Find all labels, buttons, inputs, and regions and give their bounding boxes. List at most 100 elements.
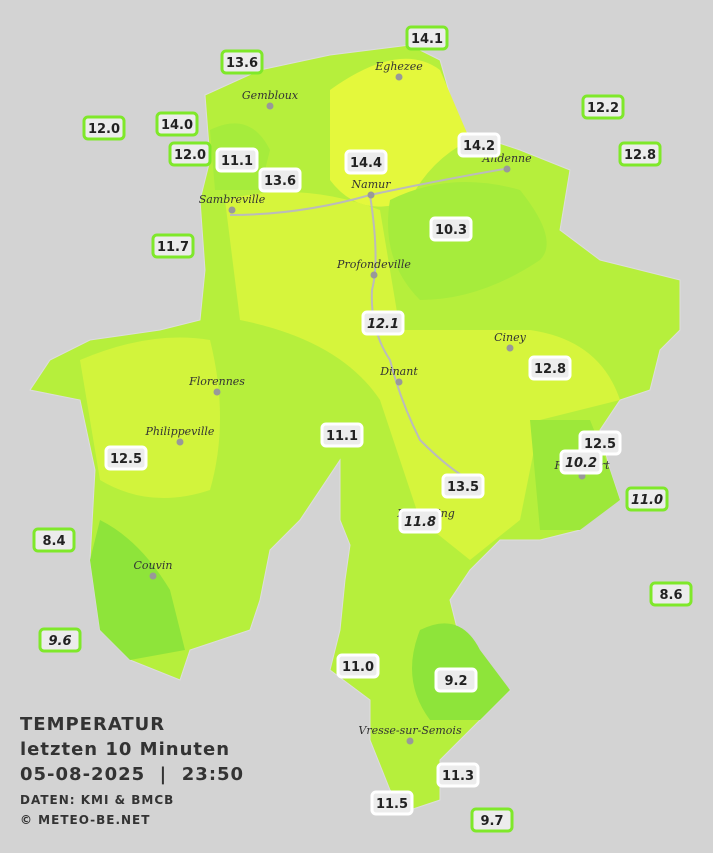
station: 11.7 <box>151 233 195 259</box>
town-name: Eghezee <box>374 60 423 73</box>
warm-zone <box>80 337 220 498</box>
station-box <box>434 667 478 693</box>
station-value: 10.2 <box>565 456 597 471</box>
station-box <box>398 508 442 534</box>
town-name: Philippeville <box>145 425 215 438</box>
town-dot <box>213 388 221 396</box>
station-box <box>155 111 199 137</box>
town-dot <box>506 344 514 352</box>
station-box <box>151 233 195 259</box>
towns: EghezeeGemblouxAndenneNamurSambrevillePr… <box>134 60 610 745</box>
station: 9.7 <box>470 807 514 833</box>
station-box <box>32 527 76 553</box>
station-value: 12.5 <box>584 437 616 452</box>
station-value: 11.5 <box>376 797 408 812</box>
station-value: 8.4 <box>42 534 65 549</box>
station-box <box>215 147 259 173</box>
station: 11.1 <box>320 422 364 448</box>
station-box <box>528 355 572 381</box>
town-dot <box>149 572 157 580</box>
station-box <box>320 422 364 448</box>
station-value: 13.5 <box>447 480 479 495</box>
station-box <box>429 216 473 242</box>
station-value: 14.2 <box>463 139 495 154</box>
town-dot <box>266 102 274 110</box>
station: 12.5 <box>104 445 148 471</box>
station: 12.0 <box>82 115 126 141</box>
town-name: Gembloux <box>242 89 299 102</box>
station-value: 14.1 <box>411 32 443 47</box>
subtitle: letzten 10 Minuten <box>20 739 230 760</box>
station-value: 11.0 <box>342 660 374 675</box>
station-value: 11.1 <box>221 154 253 169</box>
station-value: 8.6 <box>659 588 682 603</box>
town-name: Florennes <box>188 375 245 388</box>
station-value: 13.6 <box>226 56 258 71</box>
town-dot <box>503 165 511 173</box>
station-box <box>457 132 501 158</box>
station: 13.6 <box>258 167 302 193</box>
warm-zone <box>225 192 620 560</box>
station: 8.6 <box>649 581 693 607</box>
station-box <box>405 25 449 51</box>
station-value: 11.8 <box>404 515 436 530</box>
station-box <box>104 445 148 471</box>
station-box <box>220 49 264 75</box>
station-box <box>38 627 82 653</box>
town-dot <box>406 737 414 745</box>
town-dot <box>228 206 236 214</box>
town-dot <box>395 378 403 386</box>
station-box <box>618 141 662 167</box>
cool-zone <box>90 520 185 660</box>
station-value: 11.0 <box>631 493 663 508</box>
town-name: Sambreville <box>199 193 266 206</box>
station: 11.1 <box>215 147 259 173</box>
title: TEMPERATUR <box>20 714 165 735</box>
station: 12.0 <box>168 141 212 167</box>
station: 12.8 <box>528 355 572 381</box>
station-value: 12.2 <box>587 101 619 116</box>
station-box <box>344 149 388 175</box>
town-name: Couvin <box>134 559 173 572</box>
stations: 14.1 13.6 12.0 14.0 12.0 11.1 13.6 14.4 14.2 12.2… <box>32 25 693 833</box>
station: 12.8 <box>618 141 662 167</box>
station: 14.4 <box>344 149 388 175</box>
station: 10.3 <box>429 216 473 242</box>
station-box <box>82 115 126 141</box>
station: 9.6 <box>38 627 82 653</box>
town-dot <box>176 438 184 446</box>
station: 12.5 <box>578 430 622 456</box>
station-box <box>436 762 480 788</box>
station: 11.5 <box>370 790 414 816</box>
station-box <box>370 790 414 816</box>
station-value: 13.6 <box>264 174 296 189</box>
legend-text: TEMPERATUR letzten 10 Minuten 05-08-2025… <box>20 714 244 827</box>
station: 11.8 <box>398 508 442 534</box>
credit: © METEO-BE.NET <box>20 813 150 827</box>
station-value: 14.0 <box>161 118 193 133</box>
station-box <box>168 141 212 167</box>
station: 13.6 <box>220 49 264 75</box>
datetime: 05-08-2025 | 23:50 <box>20 764 244 785</box>
station-value: 12.5 <box>110 452 142 467</box>
station-value: 11.3 <box>442 769 474 784</box>
station-value: 9.6 <box>48 634 71 649</box>
town-name: Namur <box>351 178 392 191</box>
station: 9.2 <box>434 667 478 693</box>
town-name: Vresse-sur-Semois <box>358 724 462 737</box>
station-box <box>361 310 405 336</box>
station-value: 9.7 <box>480 814 503 829</box>
station: 11.0 <box>336 653 380 679</box>
station-box <box>441 473 485 499</box>
station: 14.1 <box>405 25 449 51</box>
station-value: 12.1 <box>367 317 399 332</box>
station: 11.0 <box>625 486 669 512</box>
station-box <box>625 486 669 512</box>
town-name: Dinant <box>379 365 418 378</box>
station: 8.4 <box>32 527 76 553</box>
station-box <box>581 94 625 120</box>
town-name: Ciney <box>494 331 527 344</box>
station-box <box>559 449 603 475</box>
station-value: 12.0 <box>88 122 120 137</box>
